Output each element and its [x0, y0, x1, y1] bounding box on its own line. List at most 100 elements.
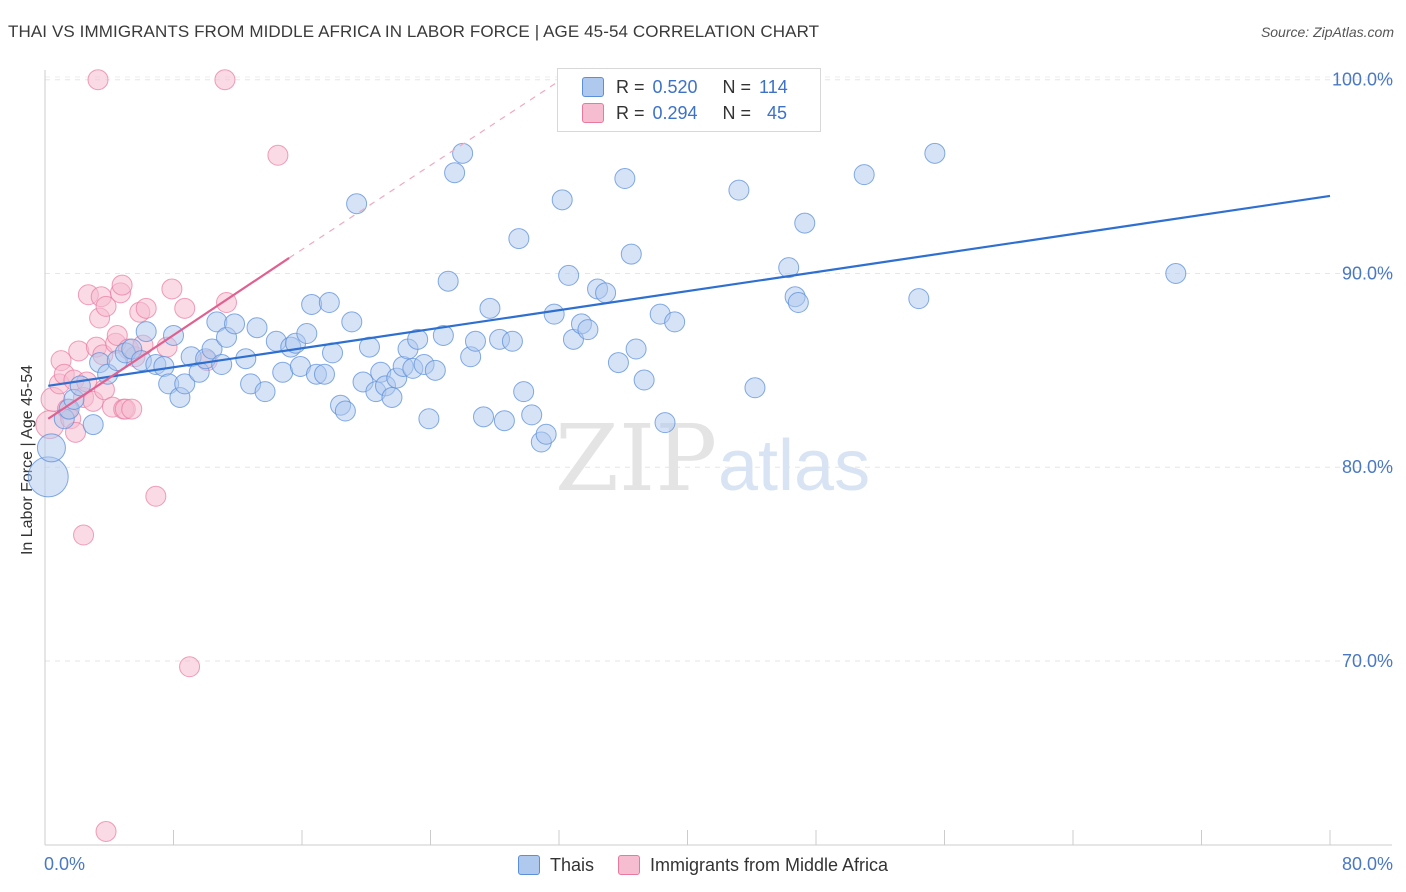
- legend-row-thais: R = 0.520 N = 114: [582, 75, 788, 99]
- point-thais: [551, 189, 573, 211]
- legend-r-value-immigrants: 0.294: [652, 102, 698, 123]
- series-legend: Thais Immigrants from Middle Africa: [0, 852, 1406, 878]
- point-thais: [27, 456, 69, 498]
- point-thais: [341, 311, 363, 333]
- point-thais: [654, 412, 676, 434]
- point-thais: [334, 400, 356, 422]
- point-thais: [501, 330, 523, 352]
- point-thais: [778, 257, 800, 279]
- point-thais: [418, 408, 440, 430]
- point-immigrants: [174, 297, 196, 319]
- point-thais: [153, 355, 175, 377]
- point-thais: [908, 288, 930, 310]
- point-thais: [664, 311, 686, 333]
- x-tick-labels: 0.0% 80.0%: [44, 854, 1393, 874]
- point-thais: [254, 381, 276, 403]
- point-thais: [513, 381, 535, 403]
- legend-label-immigrants: Immigrants from Middle Africa: [649, 854, 889, 875]
- point-thais: [633, 369, 655, 391]
- point-immigrants: [87, 69, 109, 91]
- legend-item-immigrants[interactable]: Immigrants from Middle Africa: [617, 854, 889, 876]
- point-thais: [853, 164, 875, 186]
- legend-row-immigrants: R = 0.294 N = 45: [582, 101, 787, 125]
- series-thais-points: [27, 69, 1187, 498]
- point-thais: [296, 323, 318, 344]
- trend-line-immigrants-extension: [288, 75, 568, 259]
- point-thais: [224, 313, 246, 335]
- legend-swatch-immigrants: [617, 855, 640, 875]
- point-thais: [424, 359, 446, 381]
- legend-item-thais[interactable]: Thais: [517, 854, 594, 876]
- point-thais: [577, 319, 599, 341]
- x-tick-label-start: 0.0%: [44, 854, 85, 874]
- point-immigrants: [161, 278, 183, 300]
- point-thais: [535, 423, 557, 445]
- watermark: ZIP atlas: [555, 405, 870, 512]
- point-thais: [318, 292, 340, 313]
- source-label: Source: ZipAtlas.com: [1260, 24, 1394, 40]
- point-immigrants: [95, 295, 117, 317]
- point-thais: [452, 142, 474, 164]
- point-thais: [358, 336, 380, 358]
- trend-line-immigrants: [47, 257, 290, 420]
- point-thais: [36, 433, 66, 463]
- point-immigrants: [73, 524, 95, 546]
- point-immigrants: [135, 297, 157, 319]
- point-thais: [521, 404, 543, 426]
- point-thais: [595, 282, 617, 304]
- point-thais: [473, 406, 495, 428]
- legend-n-label: N =: [722, 76, 752, 97]
- point-thais: [313, 363, 335, 385]
- y-tick-label: 80.0%: [1342, 457, 1393, 477]
- y-tick-label: 100.0%: [1332, 70, 1393, 90]
- point-thais: [346, 193, 368, 215]
- point-thais: [211, 354, 233, 375]
- point-thais: [558, 264, 580, 286]
- point-immigrants: [65, 421, 87, 443]
- legend-r-label: R =: [616, 76, 645, 97]
- point-thais: [1165, 262, 1187, 284]
- point-thais: [437, 270, 459, 292]
- point-thais: [728, 179, 750, 201]
- point-immigrants: [111, 274, 133, 296]
- point-immigrants: [145, 485, 167, 507]
- point-thais: [301, 293, 323, 315]
- point-thais: [444, 162, 466, 184]
- legend-r-label: R =: [616, 102, 645, 123]
- point-thais: [464, 330, 486, 352]
- point-immigrants: [179, 656, 201, 678]
- point-thais: [493, 410, 515, 432]
- point-thais: [381, 386, 403, 408]
- trend-lines: [47, 75, 1331, 420]
- point-thais: [322, 342, 344, 364]
- point-thais: [543, 303, 565, 325]
- point-thais: [246, 317, 268, 339]
- point-thais: [794, 212, 816, 234]
- point-immigrants: [214, 69, 236, 91]
- legend-label-thais: Thais: [549, 854, 594, 875]
- point-thais: [201, 338, 223, 360]
- correlation-legend: R = 0.520 N = 114 R = 0.294 N = 45: [557, 68, 821, 132]
- point-thais: [620, 243, 642, 265]
- point-thais: [432, 324, 454, 346]
- x-tick-label-end: 80.0%: [1342, 854, 1393, 874]
- chart-title: THAI VS IMMIGRANTS FROM MIDDLE AFRICA IN…: [8, 22, 820, 41]
- point-thais: [82, 414, 104, 436]
- point-thais: [607, 352, 629, 374]
- point-immigrants: [68, 340, 90, 362]
- watermark-atlas: atlas: [718, 426, 870, 506]
- point-thais: [744, 377, 766, 399]
- point-thais: [625, 338, 647, 360]
- watermark-zip: ZIP: [555, 405, 717, 512]
- point-immigrants: [106, 324, 128, 346]
- point-thais: [614, 168, 636, 189]
- point-thais: [508, 228, 530, 250]
- point-thais: [407, 328, 429, 350]
- legend-n-value-thais: 114: [759, 76, 788, 97]
- point-thais: [787, 292, 809, 313]
- point-thais: [479, 297, 501, 319]
- legend-r-value-thais: 0.520: [652, 76, 698, 97]
- legend-swatch-thais: [582, 77, 604, 97]
- trend-line-thais: [48, 194, 1331, 387]
